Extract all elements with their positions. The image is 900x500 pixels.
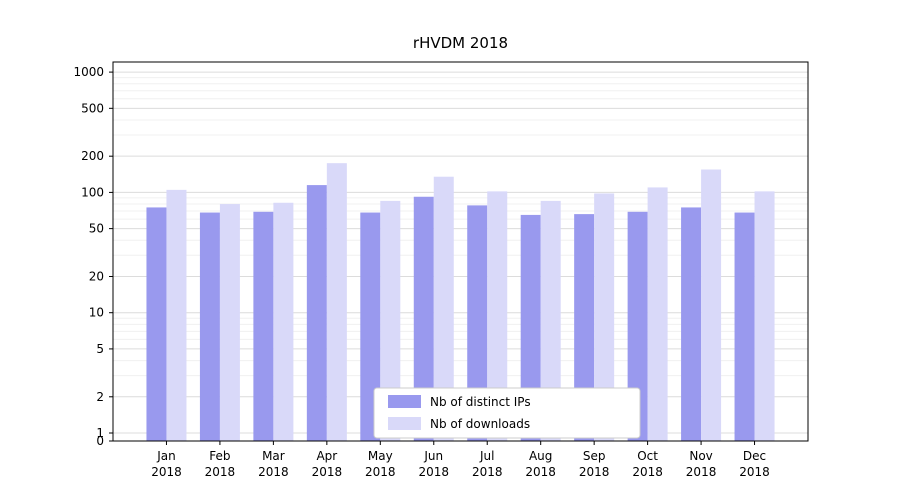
bar-downloads-aug [540, 200, 561, 441]
y-tick-label: 1000 [73, 65, 104, 79]
bar-distinct-ips-apr [306, 185, 327, 441]
bar-distinct-ips-oct [627, 211, 648, 441]
bar-distinct-ips-sep [574, 214, 595, 441]
bar-downloads-mar [273, 202, 294, 441]
bar-distinct-ips-jun [413, 196, 434, 441]
x-tick-label-year: 2018 [472, 465, 503, 479]
bar-distinct-ips-jan [146, 207, 167, 441]
x-tick-label-year: 2018 [258, 465, 289, 479]
legend-box [373, 387, 641, 439]
legend-label-downloads: Nb of downloads [430, 417, 530, 431]
bar-distinct-ips-feb [199, 212, 220, 441]
bar-distinct-ips-dec [734, 212, 755, 441]
bar-distinct-ips-may [360, 212, 381, 441]
x-tick-label-year: 2018 [525, 465, 556, 479]
y-tick-label: 500 [81, 101, 104, 115]
x-tick-label-month: Dec [743, 449, 766, 463]
x-tick-label-month: Feb [209, 449, 230, 463]
x-tick-label-month: Aug [529, 449, 552, 463]
plot-border [112, 61, 809, 442]
x-tick-label-month: Apr [316, 449, 337, 463]
x-tick-label-month: Jun [423, 449, 443, 463]
y-tick-label: 100 [81, 185, 104, 199]
bar-downloads-nov [701, 169, 722, 441]
bar-distinct-ips-mar [253, 211, 274, 441]
x-tick-label-month: Oct [637, 449, 658, 463]
x-tick-label-year: 2018 [632, 465, 663, 479]
y-tick-label: 2 [96, 390, 104, 404]
y-tick-label: 10 [89, 306, 104, 320]
x-tick-label-month: Mar [262, 449, 285, 463]
x-tick-label-month: Nov [689, 449, 712, 463]
x-tick-label-year: 2018 [739, 465, 770, 479]
legend-swatch-downloads [388, 417, 421, 430]
x-tick-label-year: 2018 [686, 465, 717, 479]
y-tick-label: 0 [96, 434, 104, 448]
bar-downloads-jan [166, 189, 187, 441]
x-tick-label-year: 2018 [312, 465, 343, 479]
bar-distinct-ips-nov [681, 207, 702, 441]
bar-downloads-oct [647, 187, 668, 441]
bar-downloads-apr [326, 163, 347, 441]
bar-distinct-ips-jul [467, 205, 488, 441]
x-tick-label-year: 2018 [418, 465, 449, 479]
y-tick-label: 1 [96, 426, 104, 440]
x-tick-label-year: 2018 [205, 465, 236, 479]
bar-downloads-feb [219, 204, 240, 441]
bar-downloads-sep [594, 193, 615, 441]
x-tick-label-month: Jan [156, 449, 176, 463]
chart-title: rHVDM 2018 [412, 34, 509, 52]
x-tick-label-month: May [368, 449, 393, 463]
x-tick-label-year: 2018 [151, 465, 182, 479]
bar-downloads-may [380, 200, 401, 441]
x-tick-label-month: Sep [583, 449, 606, 463]
legend-label-distinct-ips: Nb of distinct IPs [430, 395, 531, 409]
bar-downloads-dec [754, 191, 775, 441]
y-tick-label: 5 [96, 342, 104, 356]
x-tick-label-month: Jul [479, 449, 494, 463]
bar-distinct-ips-aug [520, 214, 541, 441]
legend-swatch-distinct-ips [388, 395, 421, 408]
bar-downloads-jul [487, 191, 508, 441]
bar-downloads-jun [433, 176, 454, 442]
y-tick-label: 20 [89, 269, 104, 283]
x-tick-label-year: 2018 [365, 465, 396, 479]
y-tick-label: 200 [81, 149, 104, 163]
y-tick-label: 50 [89, 222, 104, 236]
x-tick-label-year: 2018 [579, 465, 610, 479]
